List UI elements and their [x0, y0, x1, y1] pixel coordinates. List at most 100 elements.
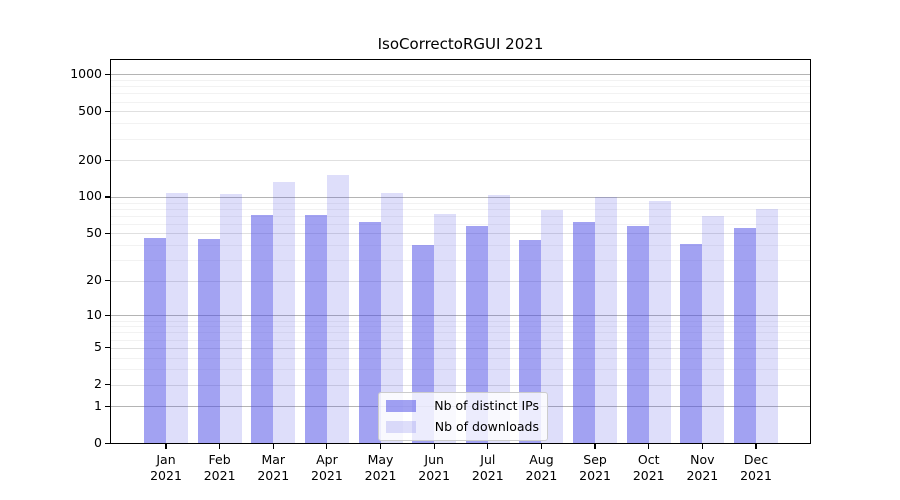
x-tick-mark	[219, 443, 221, 449]
y-tick-label: 500	[78, 102, 102, 118]
bar-distinct-ips-mar	[251, 215, 274, 444]
x-tick-mark	[165, 443, 167, 449]
minor-gridline	[111, 339, 810, 341]
y-tick-label: 200	[78, 151, 102, 167]
bar-downloads-mar	[273, 181, 296, 444]
major-gridline	[111, 74, 810, 76]
y-tick-mark	[104, 280, 110, 282]
y-tick-label: 100	[78, 188, 102, 204]
legend: Nb of distinct IPs Nb of downloads	[378, 392, 548, 441]
y-tick-mark	[104, 110, 110, 112]
x-tick-label-jan: Jan 2021	[150, 452, 182, 483]
minor-gridline	[111, 123, 810, 125]
minor-gridline	[111, 332, 810, 334]
bar-downloads-feb	[219, 194, 242, 444]
y-tick-mark	[104, 384, 110, 386]
y-tick-label: 10	[86, 306, 102, 322]
bar-downloads-sep	[595, 196, 618, 444]
bar-downloads-apr	[326, 174, 349, 444]
x-tick-label-apr: Apr 2021	[311, 452, 343, 483]
minor-gridline	[111, 138, 810, 140]
major-gridline	[111, 384, 810, 386]
legend-swatch	[386, 399, 416, 412]
minor-gridline	[111, 357, 810, 359]
major-gridline	[111, 347, 810, 349]
bar-distinct-ips-nov	[680, 243, 703, 444]
bar-distinct-ips-dec	[734, 227, 756, 444]
bar-distinct-ips-feb	[197, 238, 220, 444]
bar-downloads-jun	[434, 213, 457, 444]
x-tick-mark	[433, 443, 435, 449]
legend-label: Nb of downloads	[434, 419, 539, 434]
minor-gridline	[111, 93, 810, 95]
bar-downloads-oct	[648, 200, 671, 444]
x-tick-label-jun: Jun 2021	[418, 452, 451, 483]
legend-label: Nb of distinct IPs	[434, 398, 539, 413]
bar-distinct-ips-jan	[144, 237, 166, 444]
y-tick-label: 50	[86, 224, 102, 240]
bar-distinct-ips-sep	[573, 222, 596, 444]
minor-gridline	[111, 86, 810, 88]
bar-downloads-aug	[541, 210, 564, 444]
x-tick-mark	[701, 443, 703, 449]
bar-downloads-dec	[756, 209, 778, 444]
x-tick-mark	[379, 443, 382, 449]
x-tick-label-oct: Oct 2021	[632, 452, 665, 483]
y-tick-mark	[104, 405, 110, 408]
minor-gridline	[111, 245, 810, 247]
y-tick-mark	[104, 232, 110, 235]
y-tick-mark	[104, 73, 110, 76]
x-tick-mark	[326, 443, 328, 449]
minor-gridline	[111, 223, 810, 225]
x-tick-mark	[487, 443, 489, 449]
minor-gridline	[111, 202, 810, 204]
y-tick-mark	[104, 159, 110, 161]
y-tick-label: 2	[94, 376, 102, 392]
minor-gridline	[111, 326, 810, 328]
minor-gridline	[111, 320, 810, 322]
legend-item-distinct-ips: Nb of distinct IPs	[386, 398, 539, 413]
major-gridline	[111, 196, 810, 198]
y-tick-label: 20	[86, 272, 102, 288]
minor-gridline	[111, 208, 810, 210]
x-tick-label-may: May 2021	[364, 452, 397, 483]
y-tick-mark	[104, 442, 110, 445]
major-gridline	[111, 280, 810, 282]
y-tick-label: 5	[94, 339, 102, 355]
bar-downloads-jan	[166, 192, 188, 444]
chart-title: IsoCorrectoRGUI 2021	[377, 35, 544, 53]
y-tick-label: 0	[94, 435, 102, 450]
x-tick-mark	[540, 443, 543, 449]
y-tick-mark	[104, 196, 110, 198]
x-tick-mark	[648, 443, 650, 449]
major-gridline	[111, 233, 810, 235]
legend-swatch	[386, 420, 416, 433]
y-tick-label: 1000	[70, 65, 102, 81]
y-tick-mark	[104, 347, 110, 349]
bar-distinct-ips-may	[358, 222, 381, 444]
x-tick-label-mar: Mar 2021	[257, 452, 290, 483]
minor-gridline	[111, 260, 810, 262]
minor-gridline	[111, 369, 810, 371]
x-tick-mark	[594, 443, 596, 449]
minor-gridline	[111, 215, 810, 217]
x-tick-label-nov: Nov 2021	[686, 452, 719, 483]
x-tick-mark	[272, 443, 274, 449]
major-gridline	[111, 315, 810, 317]
x-tick-label-sep: Sep 2021	[579, 452, 611, 483]
minor-gridline	[111, 80, 810, 82]
legend-item-downloads: Nb of downloads	[386, 419, 539, 434]
minor-gridline	[111, 101, 810, 103]
bar-distinct-ips-apr	[304, 215, 327, 444]
major-gridline	[111, 160, 810, 162]
y-tick-label: 1	[94, 397, 102, 413]
y-tick-mark	[104, 314, 110, 316]
x-tick-label-feb: Feb 2021	[203, 452, 236, 483]
x-tick-label-aug: Aug 2021	[525, 452, 558, 483]
bar-distinct-ips-oct	[626, 225, 649, 444]
x-tick-label-jul: Jul 2021	[471, 452, 504, 483]
major-gridline	[111, 111, 810, 113]
x-tick-mark	[755, 443, 757, 449]
bar-downloads-jul	[487, 194, 510, 444]
